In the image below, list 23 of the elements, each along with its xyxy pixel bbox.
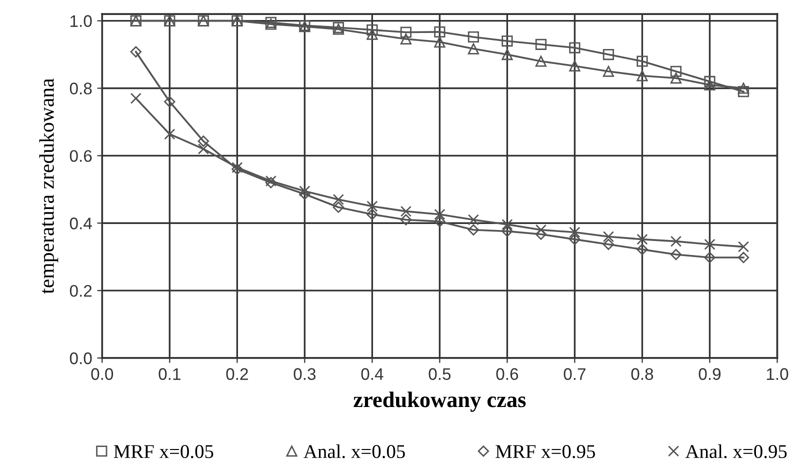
x-tick-label: 1.0 — [766, 368, 788, 380]
y-tick-label: 0.0 — [70, 352, 92, 364]
x-tick-label: 0.0 — [91, 368, 114, 380]
y-axis-title: temperatura zredukowana — [39, 78, 58, 294]
x-tick-label: 0.7 — [564, 368, 586, 380]
y-tick-label: 0.8 — [70, 82, 92, 94]
x-tick-label: 0.8 — [631, 368, 654, 380]
x-tick-label: 0.4 — [361, 368, 384, 380]
y-tick-label: 0.6 — [70, 150, 92, 162]
x-tick-label: 0.1 — [158, 368, 180, 380]
x-tick-label: 0.6 — [496, 368, 518, 380]
y-tick-label: 1.0 — [70, 15, 92, 27]
x-axis-title: zredukowany czas — [354, 392, 526, 412]
legend-label: Anal. x=0.95 — [685, 444, 787, 458]
legend-label: MRF x=0.05 — [114, 444, 214, 458]
x-tick-label: 0.9 — [698, 368, 721, 380]
legend-label: MRF x=0.95 — [496, 444, 596, 458]
x-tick-label: 0.3 — [294, 368, 316, 380]
y-tick-label: 0.4 — [70, 218, 92, 230]
x-tick-label: 0.2 — [226, 368, 248, 380]
legend-label: Anal. x=0.05 — [304, 444, 405, 458]
y-tick-label: 0.2 — [70, 284, 92, 297]
x-tick-label: 0.5 — [428, 368, 451, 380]
